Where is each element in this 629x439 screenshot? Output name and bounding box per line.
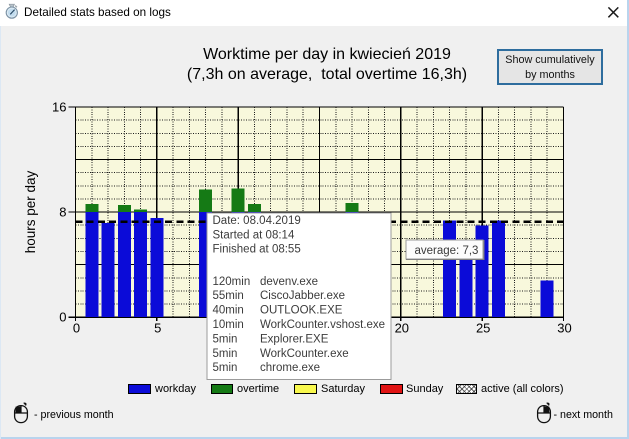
svg-text:hours per day: hours per day [23,170,38,253]
svg-text:Finished at 08:55: Finished at 08:55 [213,243,301,255]
svg-text:30: 30 [557,321,571,336]
svg-text:5: 5 [154,321,161,336]
svg-text:40min: 40min [213,305,244,317]
svg-text:5min: 5min [213,348,238,360]
svg-text:55min: 55min [213,290,244,302]
svg-text:16: 16 [52,100,66,115]
svg-text:20: 20 [395,321,409,336]
svg-text:Explorer.EXE: Explorer.EXE [260,333,329,345]
svg-text:5min: 5min [213,362,238,374]
svg-text:Started at 08:14: Started at 08:14 [213,229,295,241]
svg-text:WorkCounter.exe: WorkCounter.exe [260,348,349,360]
svg-text:0: 0 [73,321,80,336]
svg-text:25: 25 [476,321,490,336]
svg-text:average: 7,3: average: 7,3 [415,245,479,257]
svg-text:8: 8 [59,205,66,220]
svg-text:CiscoJabber.exe: CiscoJabber.exe [260,290,345,302]
svg-text:10min: 10min [213,319,244,331]
svg-text:Date: 08.04.2019: Date: 08.04.2019 [213,215,301,227]
svg-text:devenv.exe: devenv.exe [260,276,318,288]
svg-text:WorkCounter.vshost.exe: WorkCounter.vshost.exe [260,319,385,331]
svg-text:5min: 5min [213,333,238,345]
svg-text:120min: 120min [213,276,251,288]
svg-text:chrome.exe: chrome.exe [260,362,320,374]
svg-text:0: 0 [59,310,66,325]
svg-text:OUTLOOK.EXE: OUTLOOK.EXE [260,305,343,317]
